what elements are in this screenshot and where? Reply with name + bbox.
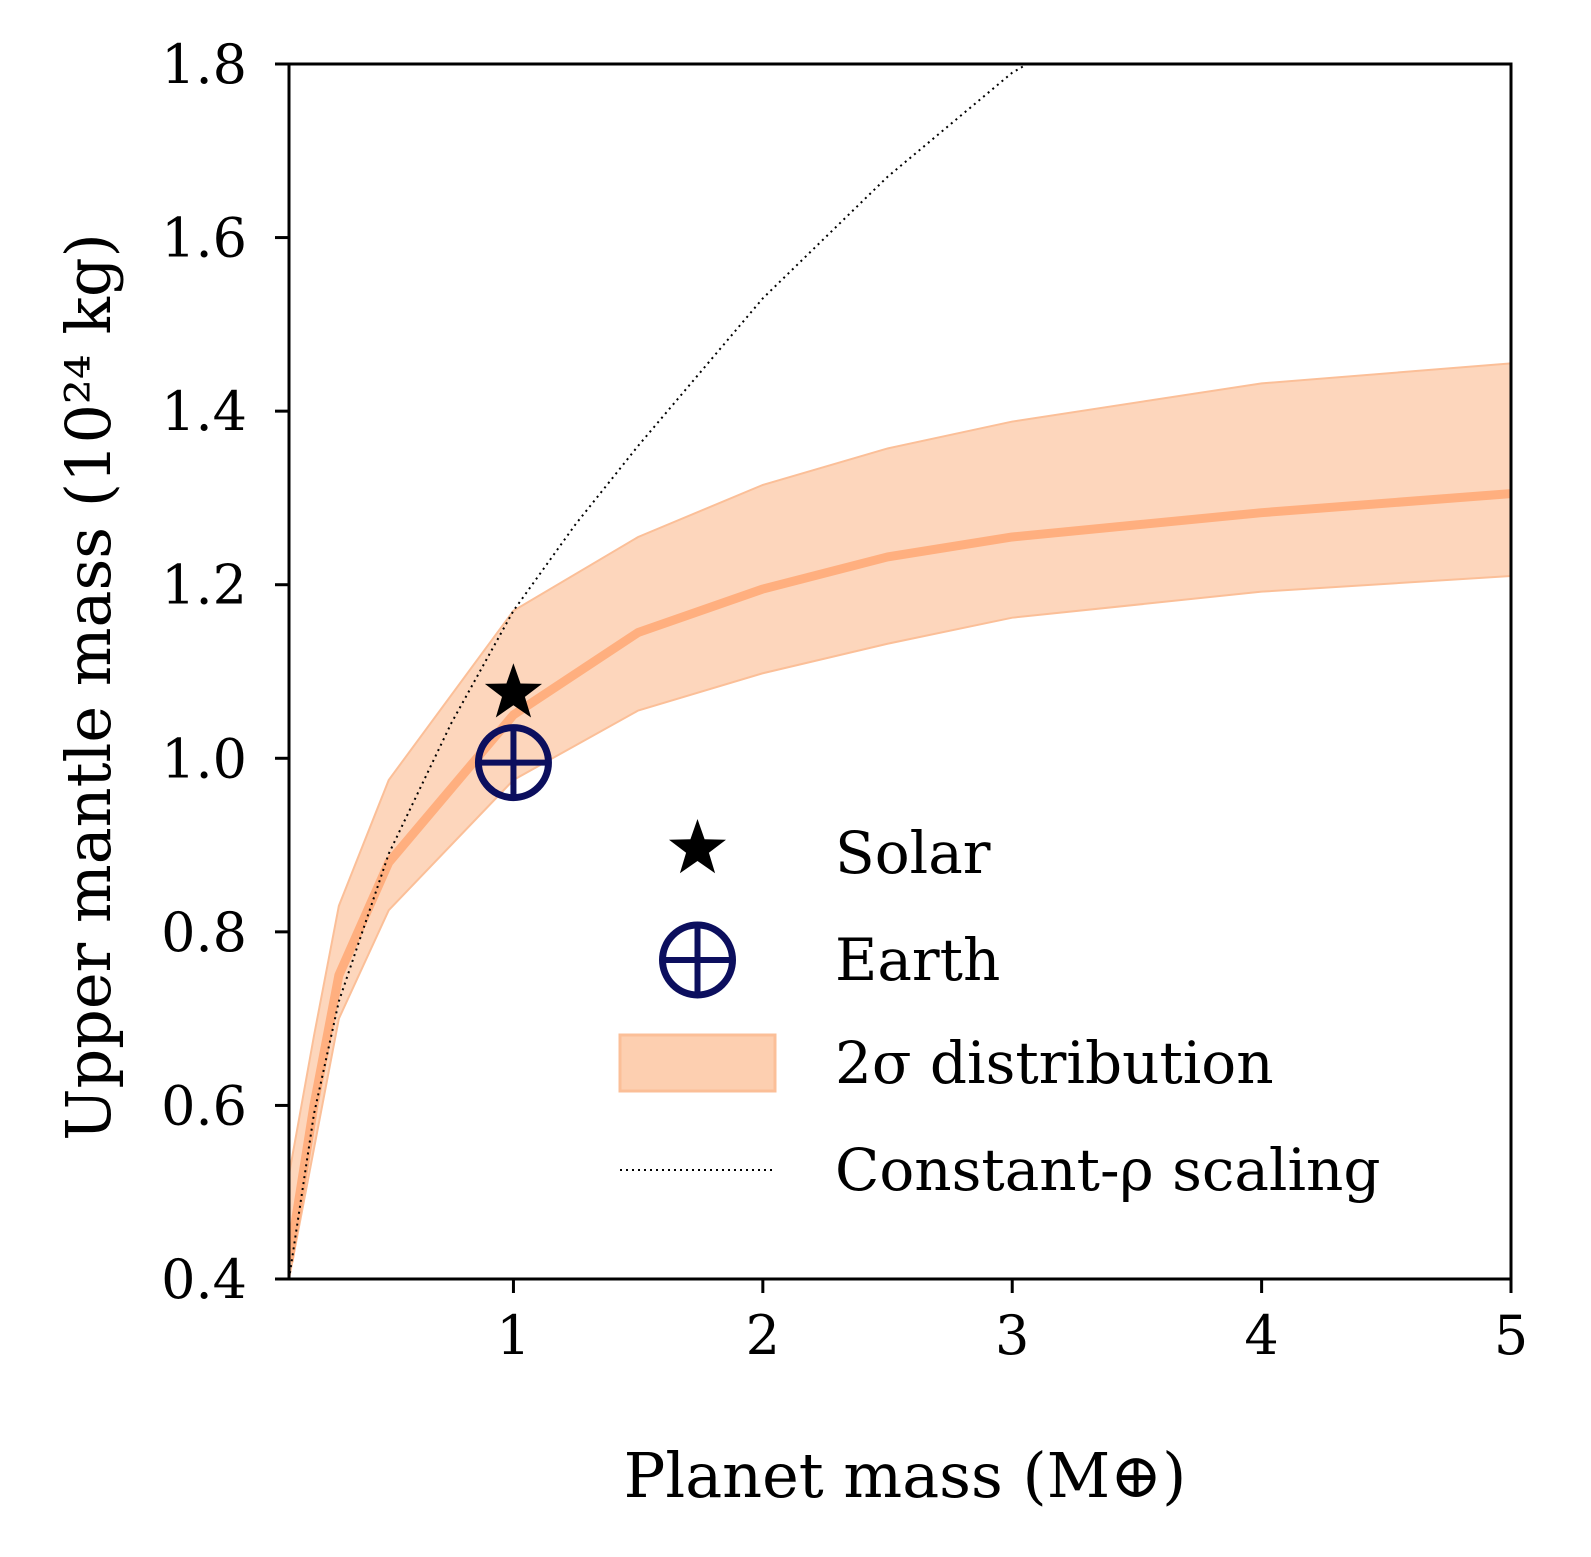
median-line (289, 489, 1511, 1263)
y-tick-label-1.6: 1.6 (161, 207, 247, 270)
legend-solar-label: Solar (835, 819, 991, 887)
x-tick-label-1: 1 (496, 1304, 530, 1367)
x-tick-label-2: 2 (746, 1304, 780, 1367)
legend-scaling-label: Constant-ρ scaling (835, 1136, 1381, 1204)
plot-content (289, 64, 1511, 1279)
y-tick-label-1.8: 1.8 (161, 33, 247, 96)
y-tick-label-0.6: 0.6 (161, 1074, 247, 1137)
y-axis-label: Upper mantle mass (10²⁴ kg) (52, 233, 125, 1141)
y-tick-label-1.0: 1.0 (161, 727, 247, 790)
y-tick-label-0.4: 0.4 (161, 1248, 247, 1311)
point-solar (484, 663, 542, 718)
axes-frame (287, 62, 1513, 1281)
band-2sigma (289, 362, 1511, 1279)
x-tick-label-3: 3 (995, 1304, 1029, 1367)
plot-area (289, 64, 1511, 1279)
x-tick-label-5: 5 (1494, 1304, 1528, 1367)
legend: Solar Earth 2σ distribution Constant-ρ scal… (618, 819, 1381, 1204)
legend-earth-label: Earth (835, 926, 1000, 994)
legend-earth-marker (659, 921, 736, 999)
legend-solar-marker (669, 819, 726, 874)
legend-band-label: 2σ distribution (835, 1029, 1274, 1097)
legend-band-swatch (618, 1033, 777, 1093)
point-earth (474, 724, 552, 802)
x-axis-label: Planet mass (M⊕) (624, 1439, 1187, 1512)
x-tick-label-4: 4 (1244, 1304, 1278, 1367)
y-tick-label-1.2: 1.2 (161, 554, 247, 617)
axes: 1 2 3 4 5 0.4 0.6 0.8 1.0 1.2 1.4 1.6 1.8 (161, 33, 1528, 1367)
y-tick-label-0.8: 0.8 (161, 901, 247, 964)
y-tick-label-1.4: 1.4 (161, 380, 247, 443)
